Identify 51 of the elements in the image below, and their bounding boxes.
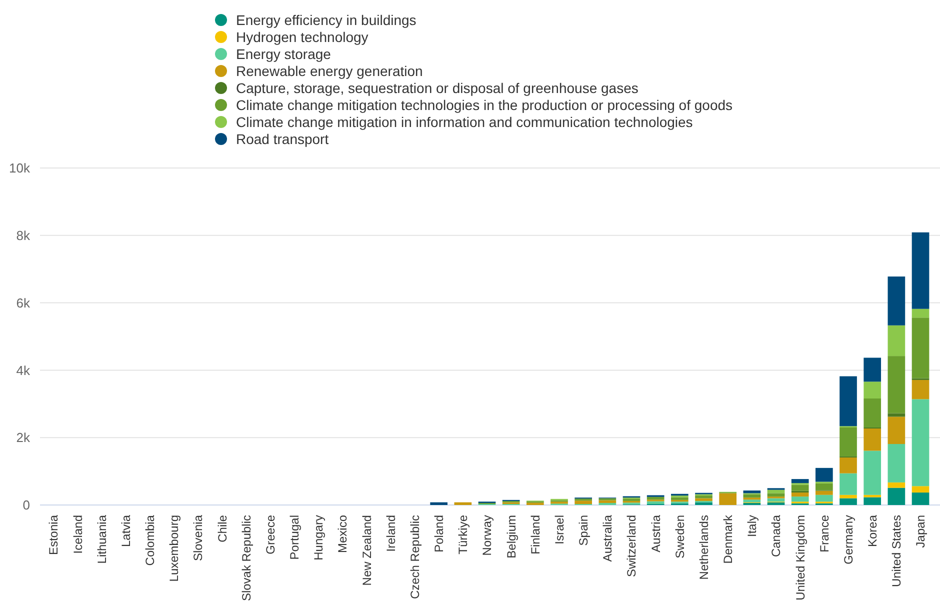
x-tick-label: Slovak Republic — [239, 515, 254, 602]
legend-label: Hydrogen technology — [236, 28, 368, 45]
x-tick-label: Czech Republic — [408, 515, 422, 600]
legend-label: Climate change mitigation in information and communication technologies — [236, 114, 693, 130]
x-tick-label: Slovenia — [191, 514, 206, 562]
x-tick-label: Mexico — [336, 514, 350, 554]
y-tick-label: 6k — [16, 295, 30, 310]
x-tick-label: United Kingdom — [793, 515, 808, 600]
x-tick-label: Australia — [600, 514, 615, 562]
x-tick-label: Estonia — [46, 514, 61, 556]
x-tick-label: Denmark — [721, 514, 736, 564]
y-tick-label: 8k — [16, 228, 30, 243]
x-tick-label: Japan — [914, 515, 928, 548]
legend-label: Capture, storage, sequestration or disposal of greenhouse gases — [236, 80, 638, 96]
legend-label: Road transport — [236, 130, 329, 147]
y-tick-label: 2k — [16, 430, 30, 446]
x-tick-label: Canada — [769, 514, 784, 558]
x-tick-label: Italy — [745, 515, 760, 538]
x-tick-label: Netherlands — [696, 515, 711, 580]
x-tick-label: Ireland — [384, 515, 398, 552]
x-tick-label: Israel — [552, 515, 566, 544]
x-tick-label: Korea — [866, 514, 880, 548]
x-tick-label: Spain — [576, 515, 591, 546]
x-tick-label: France — [817, 514, 832, 552]
x-tick-label: Luxembourg — [167, 515, 182, 582]
x-tick-label: Austria — [648, 514, 663, 552]
legend-label: Energy efficiency in buildings — [236, 12, 416, 28]
x-tick-label: Germany — [841, 515, 856, 564]
x-tick-label: Latvia — [118, 514, 133, 548]
x-tick-label: Belgium — [504, 515, 518, 558]
x-tick-label: Greece — [263, 514, 278, 554]
x-tick-label: Switzerland — [624, 515, 639, 578]
x-tick-label: New Zealand — [360, 515, 374, 586]
y-tick-label: 4k — [16, 362, 30, 378]
x-tick-label: United States — [890, 515, 904, 588]
legend-label: Energy storage — [236, 46, 332, 62]
legend-label: Climate change mitigation technologies in the production or processing of goods — [236, 96, 733, 113]
x-tick-label: Portugal — [288, 515, 302, 560]
x-tick-label: Türkiye — [456, 514, 470, 554]
legend-label: Renewable energy generation — [236, 62, 423, 79]
x-tick-label: Chile — [215, 514, 230, 542]
y-tick-label: 10k — [9, 160, 30, 176]
x-tick-label: Hungary — [312, 515, 326, 560]
x-tick-label: Iceland — [70, 515, 85, 554]
y-tick-label: 0 — [22, 498, 30, 513]
x-tick-label: Finland — [528, 515, 542, 554]
x-tick-label: Lithuania — [94, 514, 109, 564]
x-tick-label: Norway — [480, 515, 494, 556]
x-tick-label: Poland — [432, 515, 446, 552]
x-tick-label: Colombia — [143, 514, 158, 566]
x-tick-label: Sweden — [672, 515, 687, 558]
